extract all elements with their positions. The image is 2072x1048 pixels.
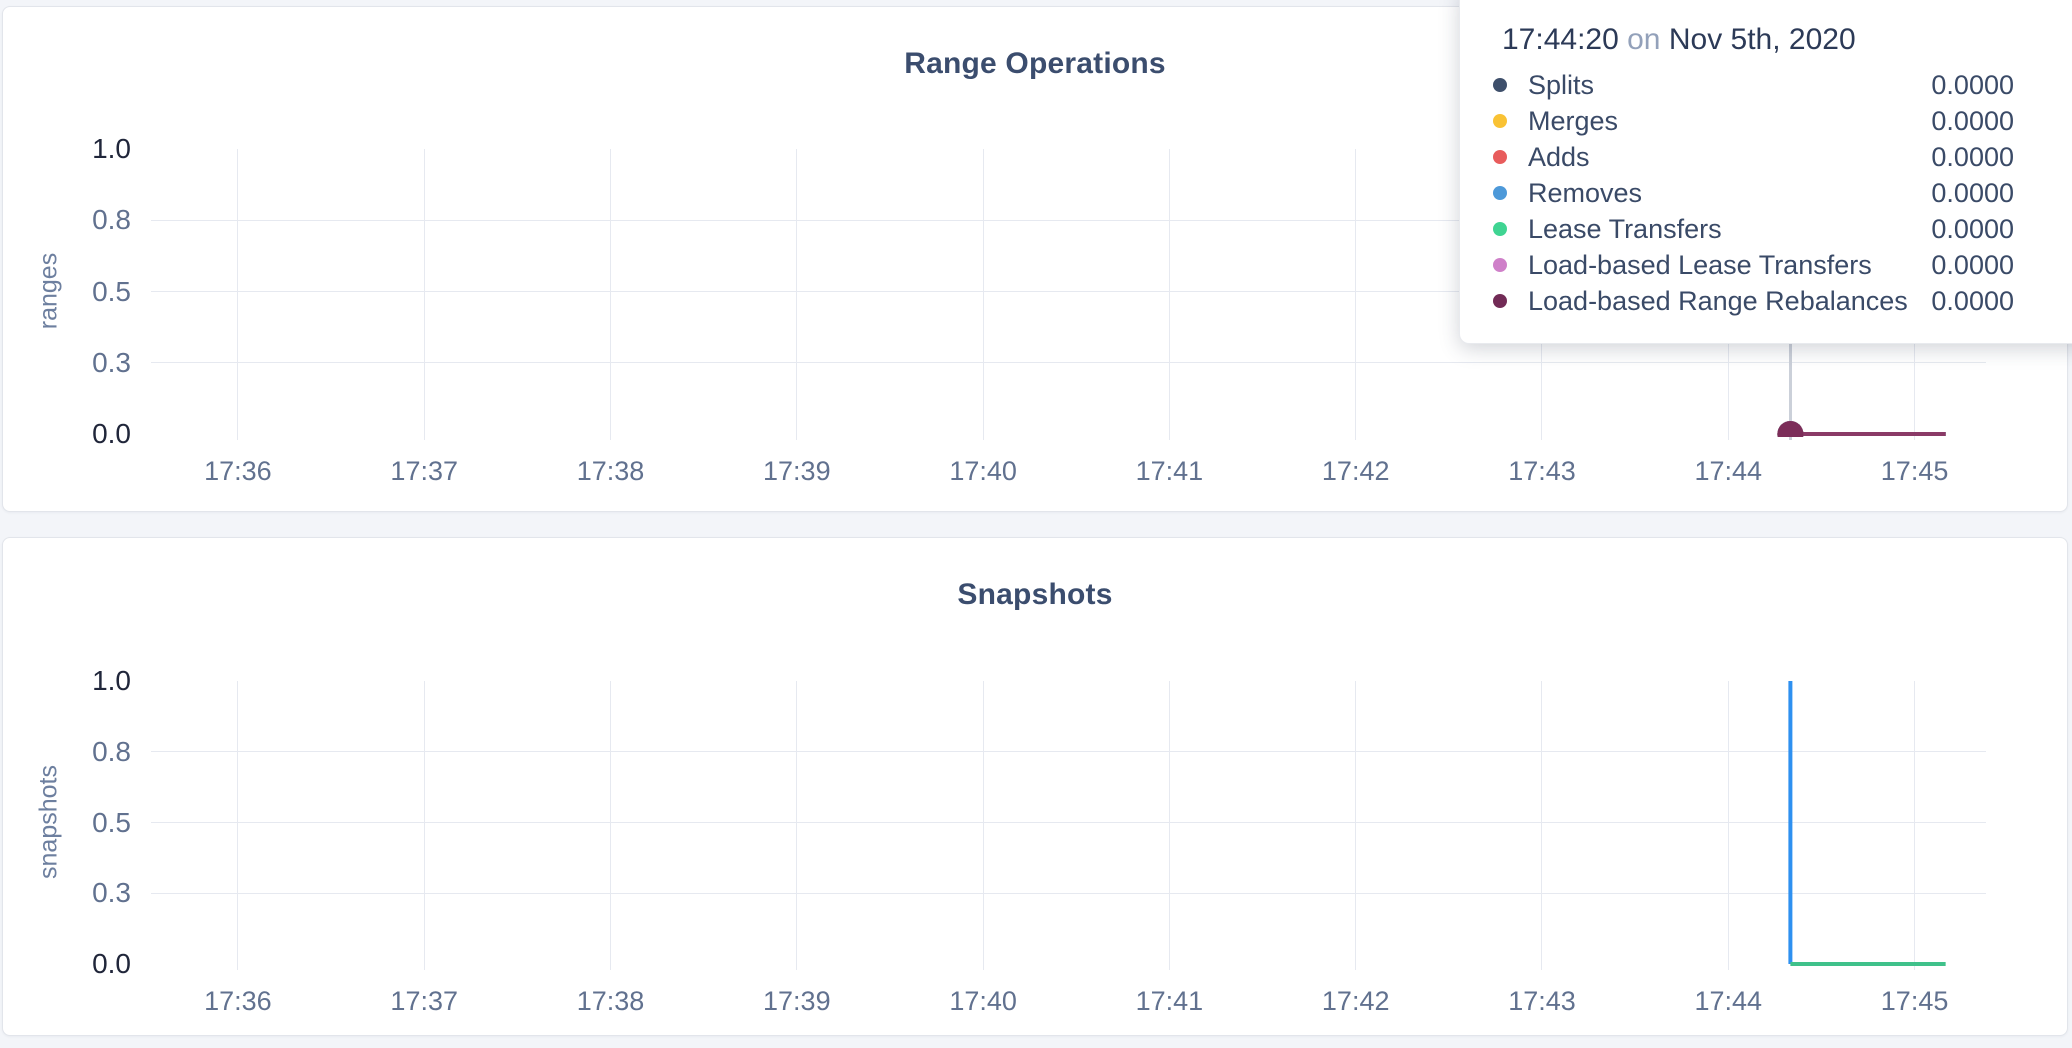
series-value: 0.0000 [1931,141,2014,172]
y-gridline [151,751,1986,753]
series-color-dot-icon [1493,150,1507,164]
chart-series-layer [1788,681,1946,966]
y-tick-label: 0.5 [92,275,131,307]
tooltip-timestamp: 17:44:20 on Nov 5th, 2020 [1502,23,2014,57]
x-tick-label: 17:44 [1694,456,1763,486]
y-gridline [151,892,1986,894]
y-tick-label: 0.5 [92,806,131,838]
x-tick-label: 17:37 [390,986,459,1016]
x-tick-label: 17:40 [949,456,1017,486]
tooltip-time: 17:44:20 [1502,23,1619,56]
x-gridline [1541,681,1543,970]
series-color-dot-icon [1493,258,1507,272]
y-tick-label: 0.3 [92,877,131,909]
x-gridline [237,149,239,440]
x-gridline [1168,149,1170,440]
x-gridline [1727,681,1729,970]
series-label: Adds [1528,141,1590,172]
series-label: Removes [1528,177,1643,208]
tooltip-date: Nov 5th, 2020 [1668,23,1856,56]
x-tick-label: 17:36 [204,456,272,486]
series-label: Load-based Range Rebalances [1528,285,1908,316]
x-tick-label: 17:37 [390,456,459,486]
x-gridline [982,681,984,970]
x-gridline [1355,149,1357,440]
x-tick-label: 17:39 [763,986,831,1016]
tooltip-row: Load-based Range Rebalances 0.0000 [1493,283,2014,319]
tooltip-conjunction: on [1627,23,1661,56]
x-gridline [237,681,239,970]
tooltip-row: Load-based Lease Transfers 0.0000 [1493,247,2014,283]
chart-title-range-operations: Range Operations [904,47,1166,80]
x-gridline [982,149,984,440]
y-gridline [151,291,1986,292]
chart-series-layer [1777,421,1946,437]
series-value: 0.0000 [1931,249,2014,280]
y-tick-label: 0.8 [92,735,131,767]
y-tick-label: 0.3 [92,346,131,378]
x-tick-label: 17:42 [1321,986,1390,1016]
tooltip-row: Splits 0.0000 [1493,67,2014,103]
hover-point-marker [1777,421,1804,437]
series-label: Merges [1528,105,1619,136]
x-tick-label: 17:40 [949,986,1017,1016]
series-value: 0.0000 [1931,177,2014,208]
x-tick-label: 17:41 [1135,986,1204,1016]
chart-title-snapshots: Snapshots [957,578,1113,611]
x-gridline [1168,681,1170,970]
y-gridline [151,362,1986,364]
y-tick-label: 0.0 [92,418,131,449]
tooltip-legend: Splits 0.0000 Merges 0.0000 Adds 0.0000 Remove… [1493,67,2014,319]
tooltip-row: Adds 0.0000 [1493,139,2014,175]
series-color-dot-icon [1493,294,1507,308]
x-gridline [1914,681,1916,970]
x-tick-label: 17:42 [1321,456,1390,486]
y-tick-label: 0.8 [92,204,131,236]
x-tick-label: 17:36 [204,986,272,1016]
series-color-dot-icon [1493,78,1507,92]
tooltip-row: Removes 0.0000 [1493,175,2014,211]
x-gridline [1355,681,1357,970]
series-value: 0.0000 [1931,213,2014,244]
x-tick-label: 17:38 [576,456,645,486]
series-value: 0.0000 [1931,105,2014,136]
y-tick-label: 1.0 [92,665,131,696]
x-gridline [423,149,425,440]
x-tick-label: 17:44 [1694,986,1763,1016]
x-tick-label: 17:45 [1880,986,1949,1016]
x-tick-label: 17:38 [576,986,645,1016]
tooltip-row: Merges 0.0000 [1493,103,2014,139]
series-value: 0.0000 [1931,285,2014,316]
series-color-dot-icon [1493,114,1507,128]
series-label: Splits [1528,69,1595,100]
x-gridline [610,681,612,970]
series-label: Lease Transfers [1528,213,1722,244]
y-gridline [151,219,1986,221]
x-tick-label: 17:43 [1508,456,1576,486]
series-value: 0.0000 [1931,69,2014,100]
x-tick-label: 17:41 [1135,456,1204,486]
x-gridline [610,149,612,440]
tooltip-row: Lease Transfers 0.0000 [1493,211,2014,247]
y-gridline [151,822,1986,823]
x-tick-label: 17:39 [763,456,831,486]
x-gridline [796,681,798,970]
y-tick-label: 0.0 [92,948,131,979]
plot-area-snapshots[interactable]: 1.0 0.8 0.5 0.3 0.0 17:36 17:37 17:38 17:39 17:40… [92,665,1986,1016]
x-gridline [796,149,798,440]
series-label: Load-based Lease Transfers [1528,249,1872,280]
series-color-dot-icon [1493,222,1507,236]
series-color-dot-icon [1493,186,1507,200]
chart-card-snapshots: Snapshots snapshots 1.0 0.8 0.5 0.3 0.0 17:36… [2,537,2068,1036]
x-tick-label: 17:45 [1880,456,1949,486]
y-tick-label: 1.0 [92,133,131,164]
hover-tooltip: 17:44:20 on Nov 5th, 2020 Splits 0.0000 Me… [1459,0,2072,344]
x-tick-label: 17:43 [1508,986,1576,1016]
x-gridline [423,681,425,970]
